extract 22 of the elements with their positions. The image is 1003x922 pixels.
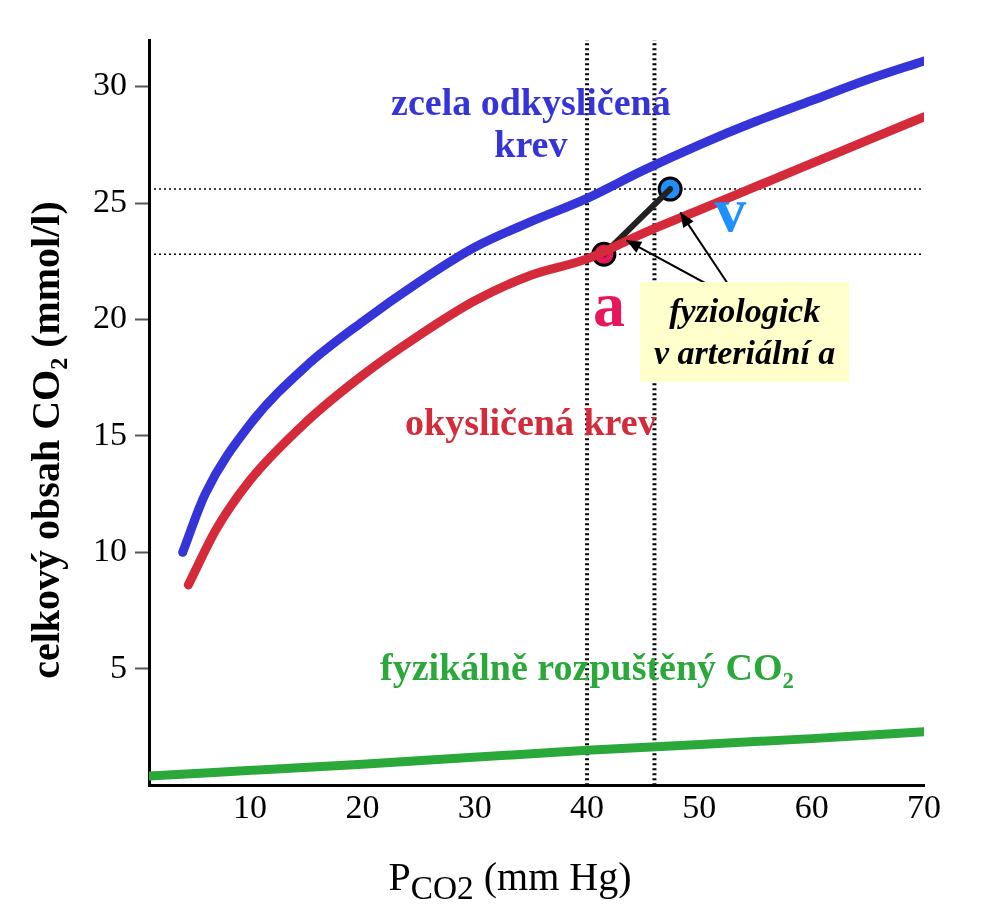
annotation: v: [714, 173, 747, 245]
annotation: v arteriální a: [654, 334, 836, 371]
x-tick-label: 40: [570, 787, 605, 825]
annotation: fyziologick: [669, 292, 821, 329]
y-tick-label: 30: [93, 65, 127, 103]
y-tick-label: 15: [93, 414, 127, 452]
y-tick-label: 5: [110, 647, 127, 685]
x-tick-label: 60: [794, 787, 829, 825]
series-label: okysličená krev: [405, 401, 657, 444]
series-label: fyzikálně rozpuštěný CO₂: [380, 646, 794, 689]
y-tick-label: 25: [93, 181, 127, 219]
y-axis-title: celkový obsah CO₂ (mmol/l): [21, 201, 69, 679]
x-tick-label: 30: [457, 787, 492, 825]
x-tick-label: 20: [345, 787, 380, 825]
x-tick-label: 70: [907, 787, 941, 825]
y-tick-label: 20: [93, 298, 127, 336]
x-tick-label: 50: [682, 787, 717, 825]
y-tick-label: 10: [93, 531, 127, 569]
annotation: a: [592, 268, 625, 340]
series-label: zcela odkysličená krev: [391, 81, 671, 166]
x-axis-title: P$_{CO2}$ (mm Hg): [388, 853, 632, 907]
x-tick-label: 10: [233, 787, 268, 825]
